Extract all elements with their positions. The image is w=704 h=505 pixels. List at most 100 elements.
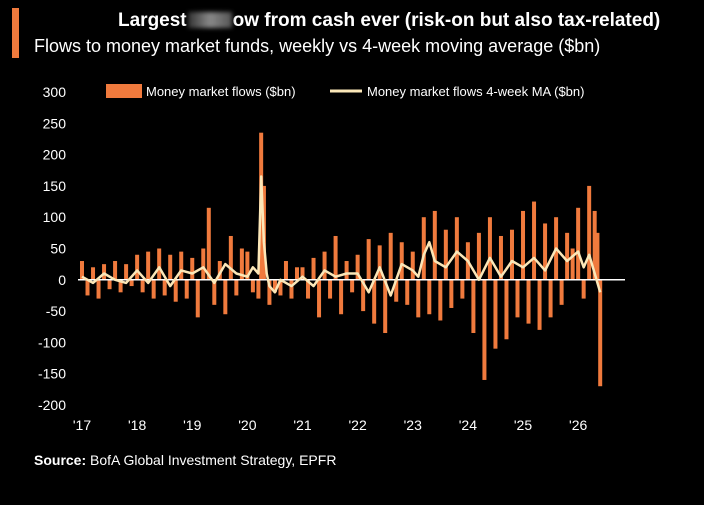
- flow-bar: [405, 279, 410, 305]
- source-note: Source: BofA Global Investment Strategy,…: [34, 452, 336, 468]
- flow-bar: [388, 232, 393, 280]
- y-tick-label: 0: [58, 272, 66, 288]
- flow-bar: [454, 217, 459, 280]
- flow-bar: [532, 201, 537, 280]
- flow-bar: [201, 248, 206, 280]
- flow-bar: [372, 279, 377, 324]
- flow-bar: [135, 254, 140, 280]
- flow-bar: [460, 279, 465, 299]
- flow-bar: [587, 185, 592, 280]
- y-tick-label: 50: [50, 241, 66, 257]
- flow-bar: [190, 257, 195, 280]
- flow-bar: [118, 279, 123, 293]
- chart-title: Largest ow from cash ever (risk-on but al…: [118, 10, 660, 32]
- flow-bar: [366, 239, 371, 280]
- y-tick-label: 300: [43, 84, 67, 100]
- flow-bar: [113, 261, 118, 280]
- x-tick-label: '26: [569, 417, 587, 433]
- flow-bar: [471, 279, 476, 334]
- flow-bar: [487, 217, 492, 280]
- flow-bar: [498, 235, 503, 280]
- flow-bar: [416, 279, 421, 318]
- chart-subtitle: Flows to money market funds, weekly vs 4…: [34, 36, 601, 56]
- flow-bar: [289, 279, 294, 299]
- x-tick-label: '20: [238, 417, 256, 433]
- flow-bar: [537, 279, 542, 330]
- flow-bar: [129, 279, 134, 287]
- x-tick-label: '18: [128, 417, 146, 433]
- flow-bar: [107, 279, 112, 290]
- flow-bar: [250, 279, 255, 293]
- flow-bar: [300, 267, 305, 280]
- flow-bar: [151, 279, 156, 299]
- flow-bar: [267, 279, 272, 305]
- legend-label-line: Money market flows 4-week MA ($bn): [367, 84, 584, 99]
- flow-bar: [427, 279, 432, 315]
- flow-bar: [339, 279, 344, 315]
- x-tick-label: '22: [349, 417, 367, 433]
- y-tick-label: -200: [38, 397, 66, 413]
- y-tick-label: 200: [43, 147, 67, 163]
- moving-average-line: [81, 175, 602, 297]
- title-suffix: ow from cash ever (risk-on but also tax-…: [232, 10, 661, 31]
- flow-bar: [410, 251, 415, 280]
- flow-bar: [432, 210, 437, 280]
- flow-bar: [598, 279, 603, 387]
- flow-bar: [399, 242, 404, 280]
- flow-bar: [493, 279, 498, 349]
- flow-bar: [157, 248, 162, 280]
- flow-bar: [377, 245, 382, 280]
- x-tick-label: '21: [293, 417, 311, 433]
- source-label: Source:: [34, 452, 87, 468]
- y-tick-label: 100: [43, 209, 67, 225]
- flow-bar: [526, 279, 531, 324]
- flow-bar: [311, 257, 316, 280]
- y-tick-label: -50: [46, 303, 66, 319]
- flow-bar: [272, 279, 277, 293]
- flow-bar: [543, 223, 548, 280]
- flow-bar: [256, 279, 261, 299]
- flow-bar: [476, 232, 481, 280]
- flow-bar: [184, 279, 189, 299]
- flow-bar: [91, 267, 96, 280]
- flow-bar: [576, 207, 581, 280]
- flow-bar: [168, 254, 173, 280]
- flow-bar: [504, 279, 509, 340]
- flow-bar: [394, 279, 399, 302]
- flow-bar: [102, 264, 107, 280]
- flow-bar: [80, 261, 84, 280]
- flow-bar: [328, 279, 333, 299]
- flow-bar: [548, 279, 553, 318]
- flow-bar: [306, 279, 311, 299]
- flow-bar: [96, 279, 101, 299]
- flow-bar: [317, 279, 322, 318]
- redacted-word: [187, 12, 232, 28]
- flow-bar: [212, 279, 217, 305]
- flow-bar: [223, 279, 228, 315]
- source-text: BofA Global Investment Strategy, EPFR: [86, 452, 337, 468]
- flow-bar: [245, 251, 250, 280]
- flow-bar: [162, 279, 167, 296]
- title-accent-bar: [12, 8, 19, 58]
- flow-bar: [559, 279, 564, 305]
- flow-bar: [570, 248, 575, 280]
- flow-bar: [228, 235, 233, 280]
- flow-bar: [595, 232, 600, 280]
- flow-bar: [85, 279, 90, 296]
- flow-bar: [283, 261, 288, 280]
- flow-bar: [565, 232, 570, 280]
- legend-label-bar: Money market flows ($bn): [146, 84, 296, 99]
- y-tick-label: -100: [38, 334, 66, 350]
- y-tick-label: -150: [38, 366, 66, 382]
- flow-bar: [443, 229, 448, 280]
- flow-bar: [179, 251, 184, 280]
- flow-bar: [140, 279, 145, 293]
- y-tick-label: 150: [43, 178, 67, 194]
- x-tick-label: '24: [459, 417, 477, 433]
- flow-bar: [449, 279, 454, 308]
- flow-bar: [217, 261, 222, 280]
- flow-bar: [515, 279, 520, 318]
- flow-bar: [361, 279, 366, 312]
- flow-bar: [173, 279, 178, 302]
